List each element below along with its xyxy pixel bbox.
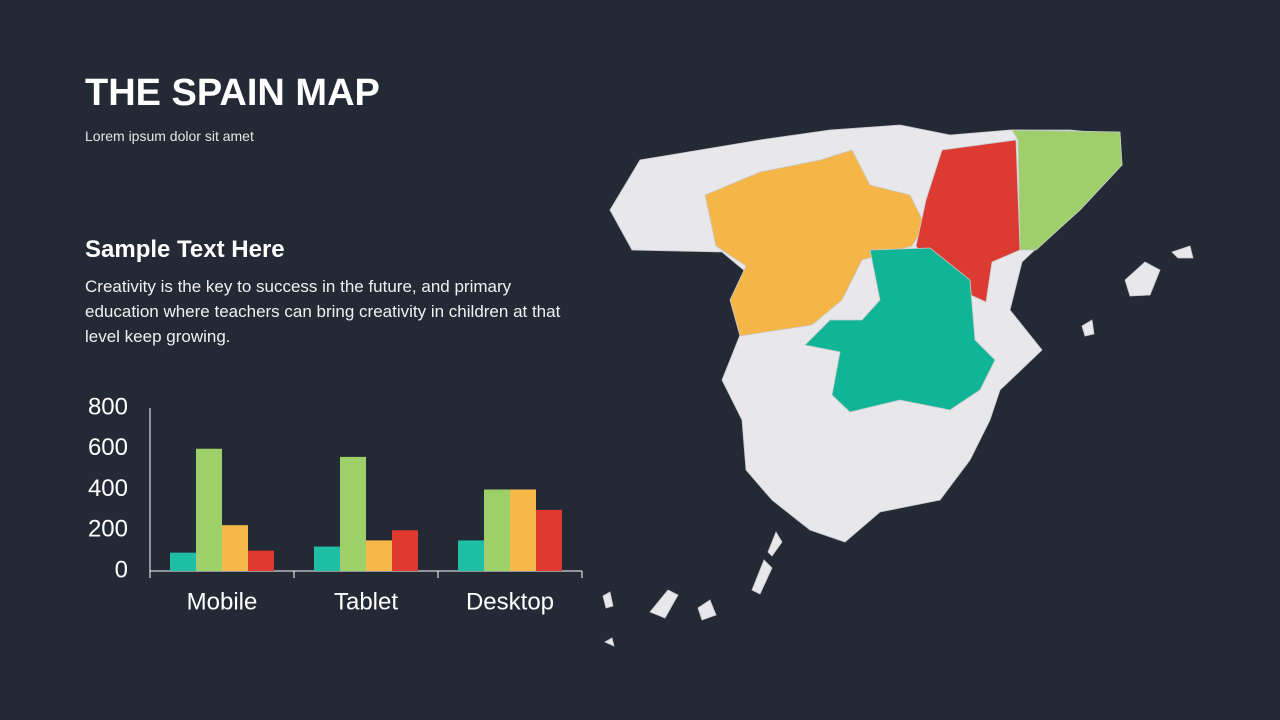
y-tick-label: 0 — [115, 556, 128, 583]
bar — [458, 540, 484, 571]
island — [1124, 261, 1161, 297]
island — [697, 599, 717, 621]
y-tick-label: 600 — [88, 434, 128, 461]
heading: Sample Text Here — [85, 236, 285, 263]
bar — [392, 530, 418, 571]
y-tick-label: 800 — [88, 393, 128, 420]
y-tick-label: 200 — [88, 516, 128, 543]
island — [602, 591, 614, 609]
x-tick-label: Mobile — [187, 588, 258, 615]
island — [1081, 319, 1095, 337]
map-region — [804, 247, 996, 413]
island — [649, 589, 679, 619]
bar — [484, 489, 510, 571]
bar — [366, 540, 392, 571]
bar — [314, 546, 340, 571]
x-tick-label: Tablet — [334, 588, 398, 615]
island — [751, 559, 773, 595]
bar — [196, 448, 222, 571]
island — [767, 531, 783, 557]
bar — [170, 552, 196, 571]
island — [1171, 245, 1194, 259]
bar — [222, 525, 248, 571]
island — [604, 637, 615, 647]
x-tick-label: Desktop — [466, 588, 554, 615]
map-region — [1011, 129, 1123, 251]
bar — [536, 509, 562, 571]
title: THE SPAIN MAP — [85, 72, 380, 114]
body-text: Creativity is the key to success in the … — [85, 277, 561, 346]
subtitle: Lorem ipsum dolor sit amet — [85, 128, 254, 144]
bar — [248, 550, 274, 571]
bar — [510, 489, 536, 571]
y-tick-label: 400 — [88, 475, 128, 502]
bar — [340, 456, 366, 571]
